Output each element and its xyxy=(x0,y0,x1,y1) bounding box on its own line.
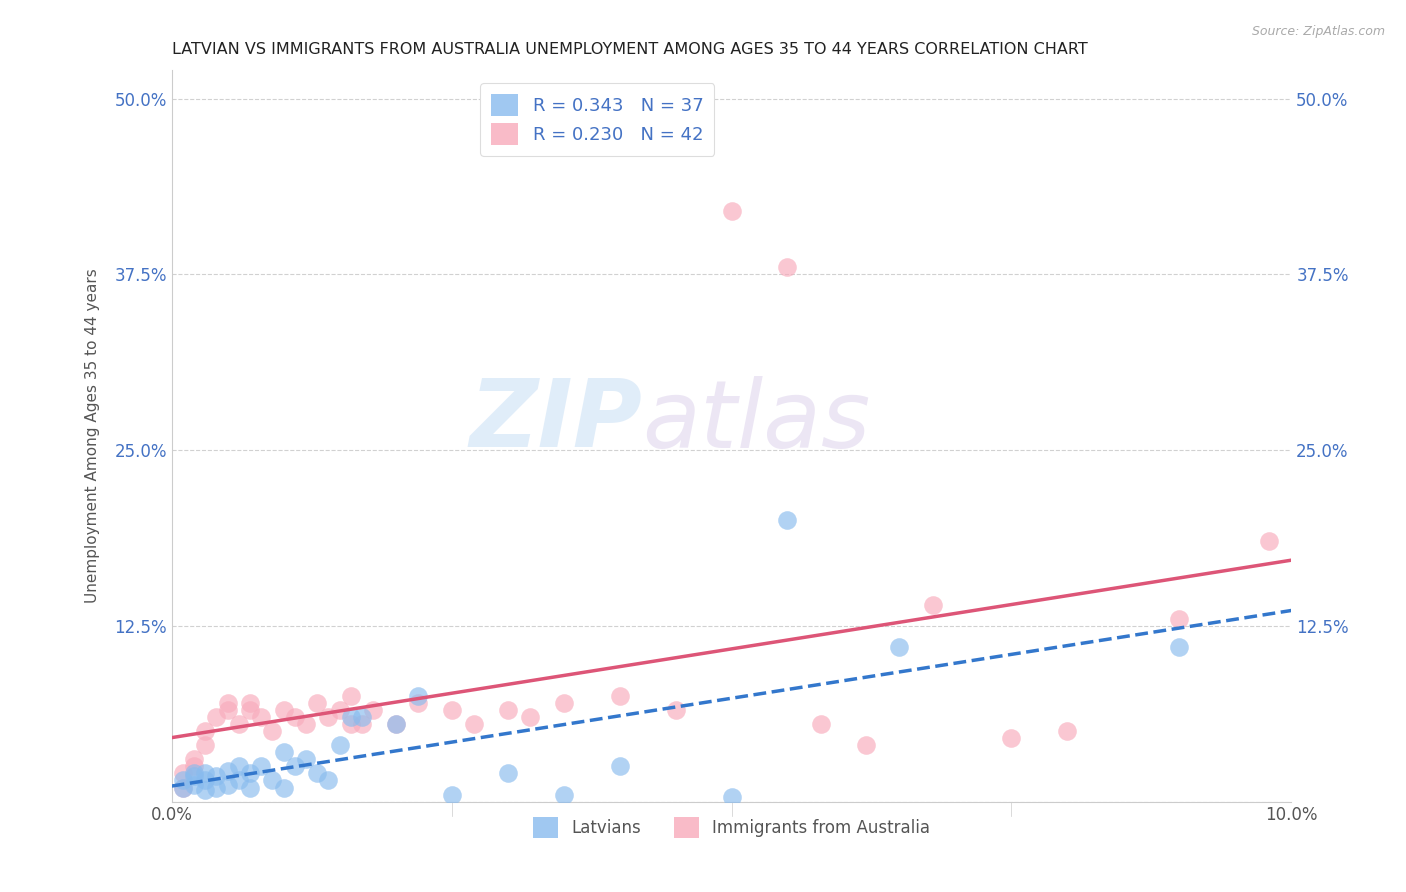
Point xyxy=(205,710,228,724)
Point xyxy=(1258,534,1281,549)
Point xyxy=(329,703,352,717)
Point xyxy=(183,778,205,792)
Point xyxy=(205,780,228,795)
Point xyxy=(720,204,742,219)
Point xyxy=(463,717,485,731)
Point xyxy=(183,769,205,783)
Point xyxy=(350,710,373,724)
Point xyxy=(340,717,363,731)
Point xyxy=(810,717,832,731)
Point xyxy=(440,788,463,802)
Point xyxy=(183,759,205,773)
Text: ZIP: ZIP xyxy=(470,376,643,467)
Point xyxy=(284,710,307,724)
Point xyxy=(284,759,307,773)
Point xyxy=(440,703,463,717)
Y-axis label: Unemployment Among Ages 35 to 44 years: Unemployment Among Ages 35 to 44 years xyxy=(86,268,100,603)
Point xyxy=(307,766,329,780)
Point xyxy=(217,764,239,778)
Point xyxy=(183,766,205,780)
Point xyxy=(318,710,340,724)
Point xyxy=(228,759,250,773)
Point xyxy=(553,696,575,710)
Point xyxy=(340,710,363,724)
Point xyxy=(217,778,239,792)
Point xyxy=(406,689,429,703)
Point xyxy=(217,703,239,717)
Point xyxy=(1000,731,1022,746)
Point xyxy=(295,717,318,731)
Point xyxy=(776,260,799,275)
Point xyxy=(273,745,295,759)
Point xyxy=(350,717,373,731)
Point xyxy=(1056,724,1078,739)
Point xyxy=(194,773,217,788)
Point xyxy=(228,717,250,731)
Point xyxy=(239,780,262,795)
Point xyxy=(262,724,284,739)
Point xyxy=(239,696,262,710)
Point xyxy=(609,759,631,773)
Point xyxy=(1168,612,1191,626)
Text: Source: ZipAtlas.com: Source: ZipAtlas.com xyxy=(1251,25,1385,38)
Point xyxy=(384,717,406,731)
Point xyxy=(307,696,329,710)
Point xyxy=(519,710,541,724)
Point xyxy=(250,759,273,773)
Point xyxy=(250,710,273,724)
Point xyxy=(172,780,194,795)
Point xyxy=(855,739,877,753)
Point xyxy=(664,703,686,717)
Point xyxy=(406,696,429,710)
Point xyxy=(262,773,284,788)
Point xyxy=(340,689,363,703)
Point xyxy=(228,773,250,788)
Point xyxy=(273,780,295,795)
Point xyxy=(361,703,384,717)
Point xyxy=(776,513,799,527)
Point xyxy=(384,717,406,731)
Point xyxy=(329,739,352,753)
Point xyxy=(318,773,340,788)
Point xyxy=(205,769,228,783)
Point xyxy=(496,703,519,717)
Point xyxy=(239,703,262,717)
Point xyxy=(496,766,519,780)
Point xyxy=(609,689,631,703)
Point xyxy=(172,780,194,795)
Point xyxy=(194,724,217,739)
Point xyxy=(217,696,239,710)
Point xyxy=(239,766,262,780)
Point xyxy=(1168,640,1191,654)
Text: atlas: atlas xyxy=(643,376,870,467)
Legend: Latvians, Immigrants from Australia: Latvians, Immigrants from Australia xyxy=(526,811,936,845)
Point xyxy=(194,783,217,797)
Point xyxy=(172,766,194,780)
Point xyxy=(922,598,945,612)
Point xyxy=(295,752,318,766)
Point xyxy=(183,752,205,766)
Point xyxy=(553,788,575,802)
Text: LATVIAN VS IMMIGRANTS FROM AUSTRALIA UNEMPLOYMENT AMONG AGES 35 TO 44 YEARS CORR: LATVIAN VS IMMIGRANTS FROM AUSTRALIA UNE… xyxy=(172,42,1087,57)
Point xyxy=(720,790,742,805)
Point xyxy=(889,640,911,654)
Point xyxy=(194,766,217,780)
Point xyxy=(194,739,217,753)
Point xyxy=(172,773,194,788)
Point xyxy=(273,703,295,717)
